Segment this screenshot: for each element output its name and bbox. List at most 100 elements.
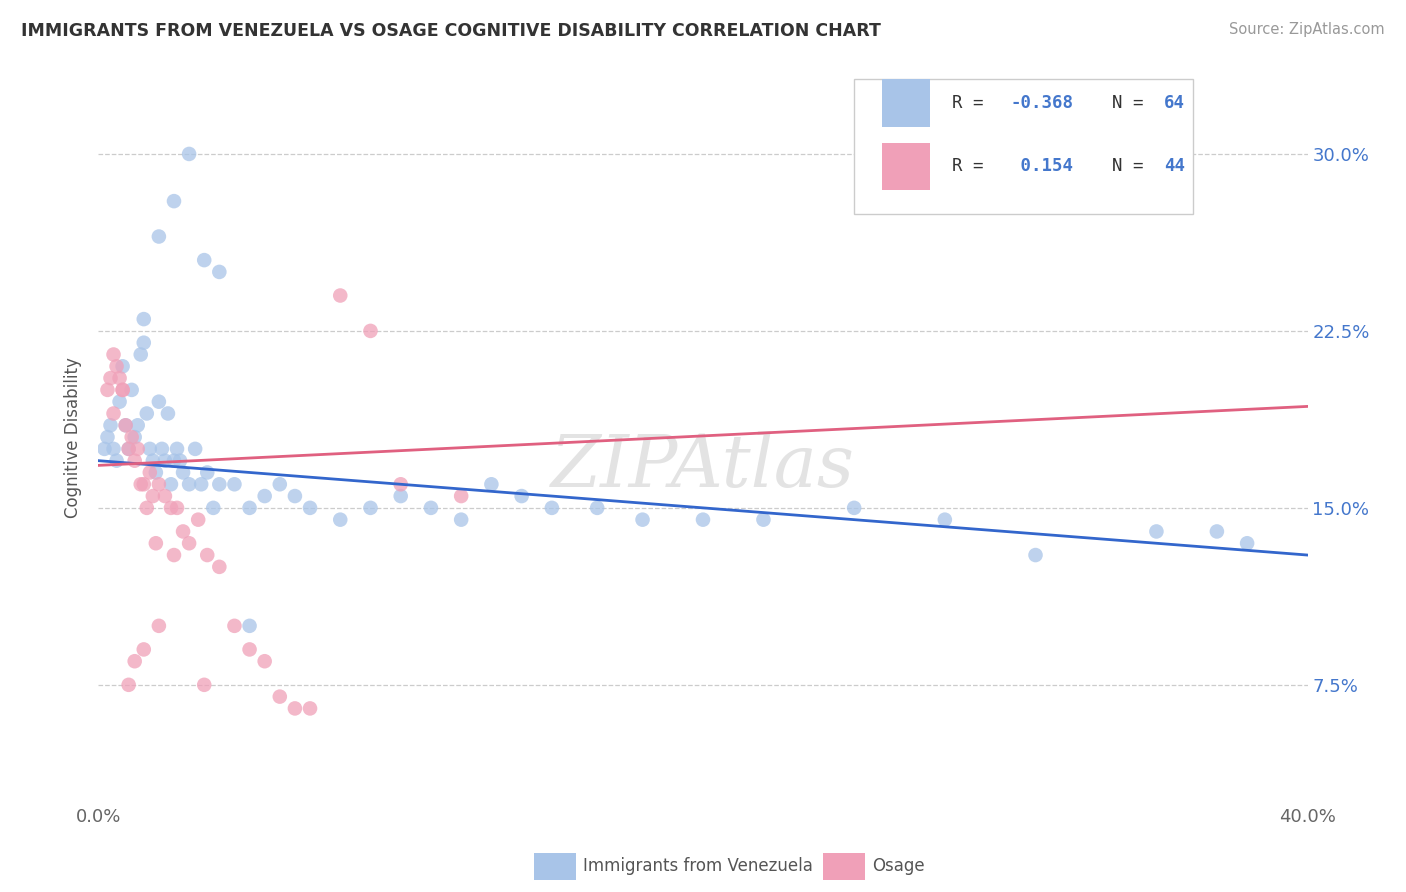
Text: N =: N =: [1091, 94, 1154, 112]
Point: [510, 489, 533, 503]
Point: [111, 383, 134, 397]
Point: [239, 642, 262, 657]
Point: [752, 513, 775, 527]
Point: [195, 466, 218, 480]
Point: [420, 500, 443, 515]
Point: [153, 453, 176, 467]
Point: [239, 619, 262, 633]
FancyBboxPatch shape: [855, 78, 1192, 214]
Point: [208, 477, 231, 491]
Point: [172, 466, 194, 480]
Point: [934, 513, 956, 527]
Point: [179, 147, 201, 161]
Text: Source: ZipAtlas.com: Source: ZipAtlas.com: [1229, 22, 1385, 37]
Point: [148, 229, 170, 244]
Point: [284, 701, 307, 715]
Point: [329, 513, 352, 527]
Point: [148, 394, 170, 409]
Point: [481, 477, 503, 491]
Point: [118, 442, 141, 456]
Point: [114, 418, 136, 433]
Point: [239, 500, 262, 515]
Point: [208, 559, 231, 574]
Point: [108, 371, 131, 385]
Point: [208, 265, 231, 279]
Point: [127, 418, 149, 433]
Point: [142, 453, 165, 467]
Point: [1236, 536, 1258, 550]
Point: [129, 347, 152, 361]
Text: R =: R =: [952, 158, 994, 176]
Point: [124, 654, 146, 668]
Point: [96, 430, 118, 444]
Point: [450, 513, 472, 527]
Point: [1144, 524, 1167, 539]
Text: ZIPAtlas: ZIPAtlas: [551, 431, 855, 501]
Text: IMMIGRANTS FROM VENEZUELA VS OSAGE COGNITIVE DISABILITY CORRELATION CHART: IMMIGRANTS FROM VENEZUELA VS OSAGE COGNI…: [21, 22, 882, 40]
Point: [253, 489, 276, 503]
Text: 0.154: 0.154: [1010, 158, 1073, 176]
Point: [135, 407, 157, 421]
Point: [156, 407, 179, 421]
Text: Osage: Osage: [872, 857, 924, 875]
Point: [160, 477, 183, 491]
Point: [145, 466, 167, 480]
Point: [148, 619, 170, 633]
Point: [132, 477, 155, 491]
Point: [450, 489, 472, 503]
Point: [184, 442, 207, 456]
Text: 64: 64: [1164, 94, 1185, 112]
Point: [139, 442, 162, 456]
Point: [389, 477, 412, 491]
Point: [139, 466, 162, 480]
Point: [118, 442, 141, 456]
Point: [153, 489, 176, 503]
Point: [299, 500, 322, 515]
Point: [179, 477, 201, 491]
Point: [1206, 524, 1229, 539]
Text: 44: 44: [1164, 158, 1185, 176]
Point: [1024, 548, 1046, 562]
Point: [103, 347, 125, 361]
Point: [190, 477, 212, 491]
Point: [132, 312, 155, 326]
Text: R =: R =: [952, 94, 994, 112]
Point: [150, 442, 173, 456]
Point: [360, 500, 382, 515]
Point: [193, 678, 215, 692]
FancyBboxPatch shape: [882, 143, 931, 190]
Point: [100, 418, 122, 433]
Point: [299, 701, 322, 715]
Text: N =: N =: [1091, 158, 1154, 176]
Point: [163, 453, 186, 467]
Point: [269, 690, 291, 704]
Point: [111, 359, 134, 374]
Point: [202, 500, 225, 515]
Point: [121, 383, 143, 397]
Point: [169, 453, 191, 467]
Point: [269, 477, 291, 491]
Point: [163, 194, 186, 208]
Point: [118, 678, 141, 692]
Point: [195, 548, 218, 562]
Point: [284, 489, 307, 503]
Point: [142, 489, 165, 503]
Point: [93, 442, 115, 456]
Point: [193, 253, 215, 268]
Point: [148, 477, 170, 491]
Point: [540, 500, 562, 515]
Point: [111, 383, 134, 397]
Point: [105, 359, 128, 374]
Point: [360, 324, 382, 338]
Point: [129, 477, 152, 491]
Point: [179, 536, 201, 550]
Point: [187, 513, 209, 527]
Point: [124, 453, 146, 467]
Point: [96, 383, 118, 397]
Text: -0.368: -0.368: [1010, 94, 1073, 112]
Point: [586, 500, 609, 515]
Point: [166, 500, 188, 515]
Point: [121, 430, 143, 444]
Point: [253, 654, 276, 668]
Point: [114, 418, 136, 433]
